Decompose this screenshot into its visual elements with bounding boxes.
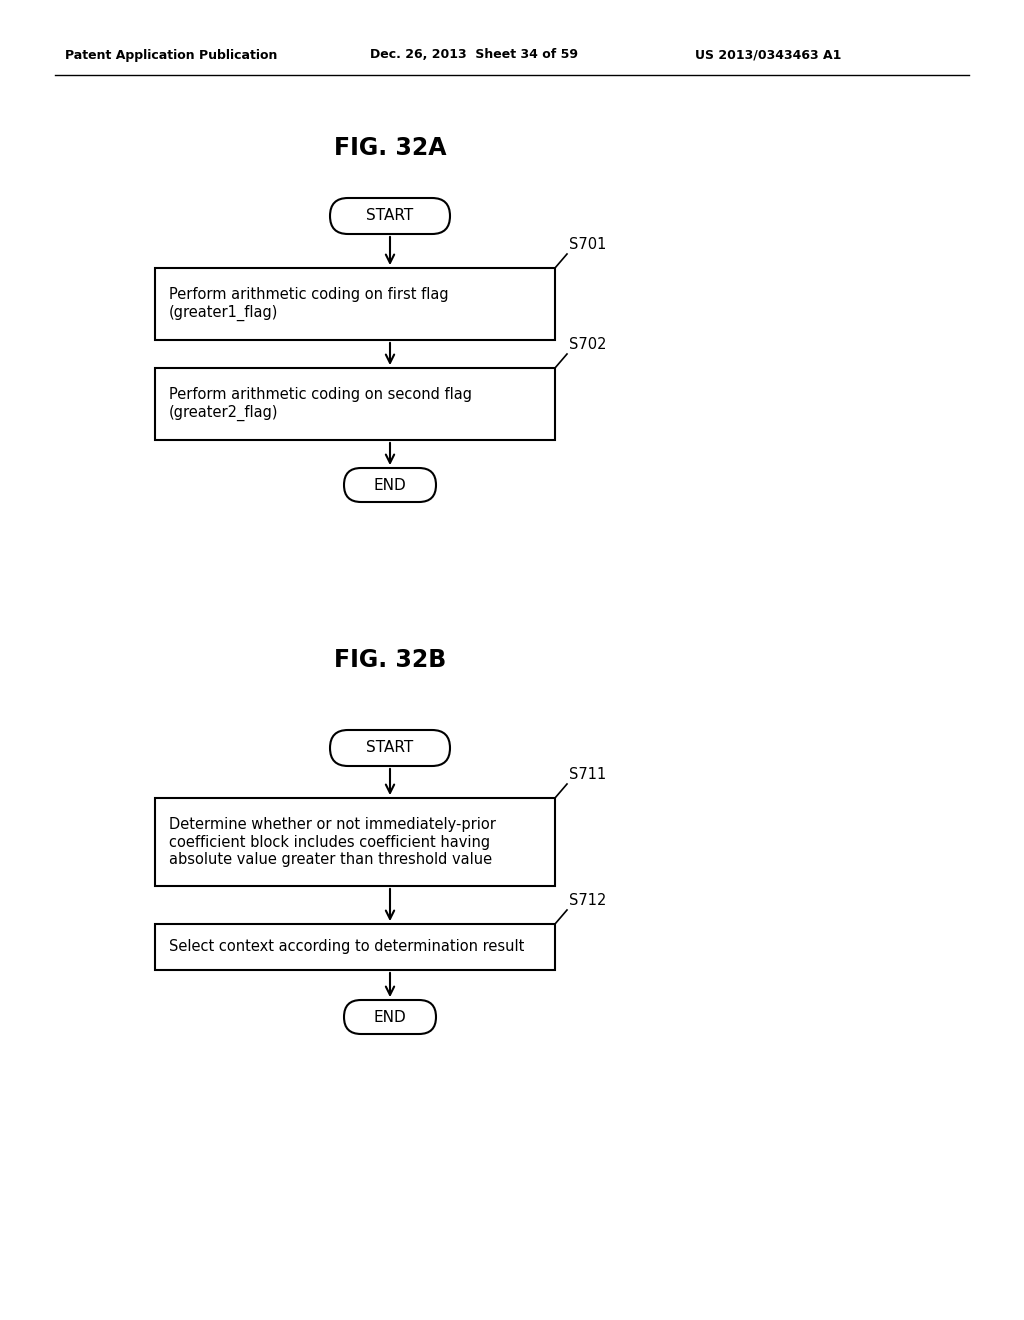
Text: Perform arithmetic coding on second flag
(greater2_flag): Perform arithmetic coding on second flag… — [169, 387, 472, 421]
Text: END: END — [374, 478, 407, 492]
Text: S712: S712 — [569, 894, 606, 908]
Bar — [155, 924, 555, 970]
Text: Patent Application Publication: Patent Application Publication — [65, 49, 278, 62]
Text: US 2013/0343463 A1: US 2013/0343463 A1 — [695, 49, 842, 62]
Text: Determine whether or not immediately-prior
coefficient block includes coefficien: Determine whether or not immediately-pri… — [169, 817, 496, 867]
Text: S702: S702 — [569, 337, 606, 352]
Text: END: END — [374, 1010, 407, 1024]
Text: FIG. 32A: FIG. 32A — [334, 136, 446, 160]
Text: FIG. 32B: FIG. 32B — [334, 648, 446, 672]
FancyBboxPatch shape — [344, 469, 436, 502]
FancyBboxPatch shape — [330, 730, 450, 766]
Text: Select context according to determination result: Select context according to determinatio… — [169, 940, 524, 954]
Text: Perform arithmetic coding on first flag
(greater1_flag): Perform arithmetic coding on first flag … — [169, 288, 449, 321]
Text: S711: S711 — [569, 767, 606, 781]
Bar — [155, 368, 555, 440]
FancyBboxPatch shape — [330, 198, 450, 234]
Text: Dec. 26, 2013  Sheet 34 of 59: Dec. 26, 2013 Sheet 34 of 59 — [370, 49, 578, 62]
Text: S701: S701 — [569, 238, 606, 252]
Bar — [155, 799, 555, 886]
Text: START: START — [367, 741, 414, 755]
FancyBboxPatch shape — [344, 1001, 436, 1034]
Text: START: START — [367, 209, 414, 223]
Bar — [155, 268, 555, 341]
